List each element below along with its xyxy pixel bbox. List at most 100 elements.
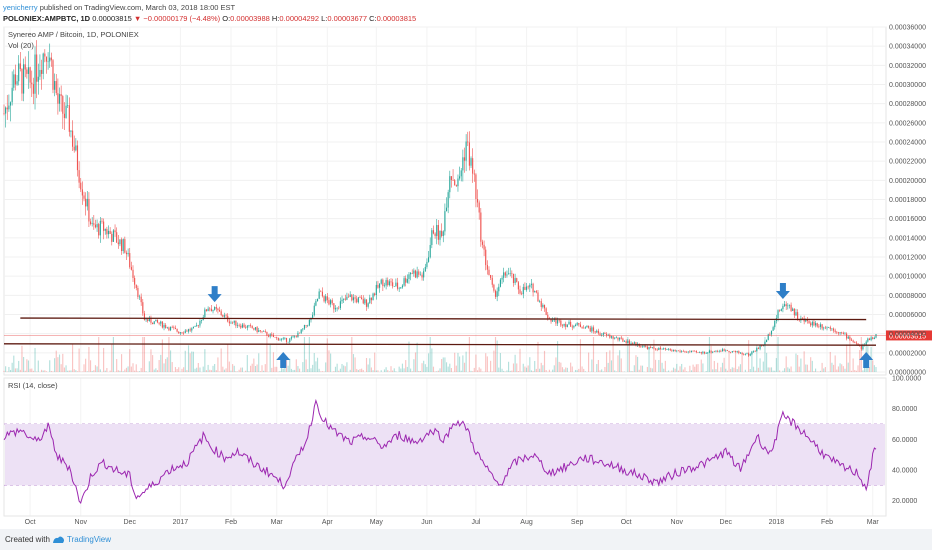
candle-body	[372, 293, 374, 301]
candle-body	[806, 319, 808, 321]
volume-bar	[695, 364, 697, 372]
volume-bar	[821, 362, 823, 372]
candle-body	[370, 297, 372, 301]
volume-bar	[52, 371, 54, 372]
candle-body	[186, 330, 188, 332]
volume-bar	[21, 345, 23, 372]
candle-body	[473, 173, 475, 175]
volume-bar	[790, 366, 792, 372]
candle-body	[165, 325, 167, 328]
volume-bar	[117, 370, 119, 372]
candle-body	[104, 228, 106, 231]
candle-body	[117, 242, 119, 245]
candle-body	[388, 281, 390, 286]
candle-body	[708, 350, 711, 353]
candle-body	[383, 285, 386, 287]
candle-body	[454, 180, 456, 186]
candle-body	[726, 350, 728, 351]
candle-body	[718, 350, 720, 352]
volume-bar	[40, 369, 43, 372]
low-value: 0.00003677	[327, 14, 367, 23]
volume-bar	[122, 371, 124, 372]
candle-body	[654, 348, 657, 350]
candle-body	[821, 324, 823, 329]
volume-bar	[619, 350, 621, 372]
volume-bar	[264, 364, 266, 372]
candle-body	[480, 212, 482, 242]
candle-body	[396, 282, 399, 289]
candle-body	[168, 327, 170, 331]
volume-bar	[460, 370, 462, 372]
volume-bar	[103, 347, 105, 372]
volume-bar	[303, 337, 306, 372]
volume-bar	[111, 343, 113, 372]
candle-body	[527, 286, 529, 288]
volume-bar	[700, 359, 702, 372]
candle-body	[766, 339, 768, 343]
volume-bar	[413, 359, 415, 372]
volume-bar	[292, 370, 294, 372]
volume-bar	[674, 368, 676, 372]
author-link[interactable]: yenicherry	[3, 3, 38, 12]
volume-bar	[308, 337, 310, 372]
candle-body	[854, 341, 856, 343]
candle-body	[176, 328, 178, 332]
volume-bar	[767, 367, 769, 372]
candle-body	[282, 337, 284, 339]
candle-body	[712, 351, 714, 353]
candle-body	[682, 351, 684, 352]
volume-bar	[8, 366, 10, 372]
volume-bar	[653, 339, 655, 372]
volume-bar	[285, 356, 288, 372]
volume-bar	[155, 368, 157, 372]
candle-body	[574, 324, 577, 326]
volume-bar	[813, 371, 815, 372]
publish-line: yenicherry published on TradingView.com,…	[3, 3, 235, 12]
candle-body	[401, 285, 404, 288]
volume-bar	[529, 357, 531, 372]
volume-bar	[692, 364, 694, 372]
volume-bar	[628, 339, 630, 372]
candle-body	[357, 297, 359, 303]
volume-bar	[240, 367, 242, 372]
candle-body	[320, 291, 322, 293]
volume-bar	[256, 364, 258, 372]
candle-body	[535, 291, 537, 293]
candle-body	[34, 54, 36, 94]
volume-bar	[486, 356, 488, 372]
candle-body	[449, 176, 451, 193]
rsi-tick-label: 40.0000	[892, 468, 917, 475]
tradingview-link[interactable]: TradingView	[67, 535, 112, 544]
candle-body	[578, 323, 580, 325]
volume-bar	[566, 367, 568, 372]
volume-bar	[205, 370, 208, 372]
candle-body	[560, 320, 562, 326]
candle-body	[702, 351, 704, 354]
candle-body	[602, 333, 604, 336]
candle-body	[39, 69, 41, 77]
candle-body	[158, 322, 160, 324]
volume-bar	[731, 367, 733, 372]
time-tick-label: Aug	[520, 519, 533, 526]
volume-bar	[831, 362, 833, 372]
candle-body	[852, 340, 854, 342]
volume-bar	[196, 367, 198, 372]
tradingview-logo-icon[interactable]	[52, 535, 65, 544]
volume-bar	[352, 354, 355, 372]
candle-body	[815, 323, 817, 326]
candle-body	[494, 290, 497, 297]
published-text: published on TradingView.com, March 03, …	[39, 3, 236, 12]
candle-body	[98, 224, 100, 236]
last-price-line: 0.00003815	[4, 330, 932, 341]
candle-body	[32, 84, 34, 94]
candle-body	[356, 298, 358, 303]
volume-bar	[387, 370, 389, 372]
candle-body	[209, 308, 211, 310]
volume-bar	[855, 370, 857, 372]
candle-body	[850, 339, 853, 341]
candle-body	[419, 274, 421, 276]
candle-body	[416, 271, 418, 278]
volume-bar	[620, 358, 622, 372]
candle-body	[865, 341, 867, 345]
volume-bar	[143, 337, 146, 372]
